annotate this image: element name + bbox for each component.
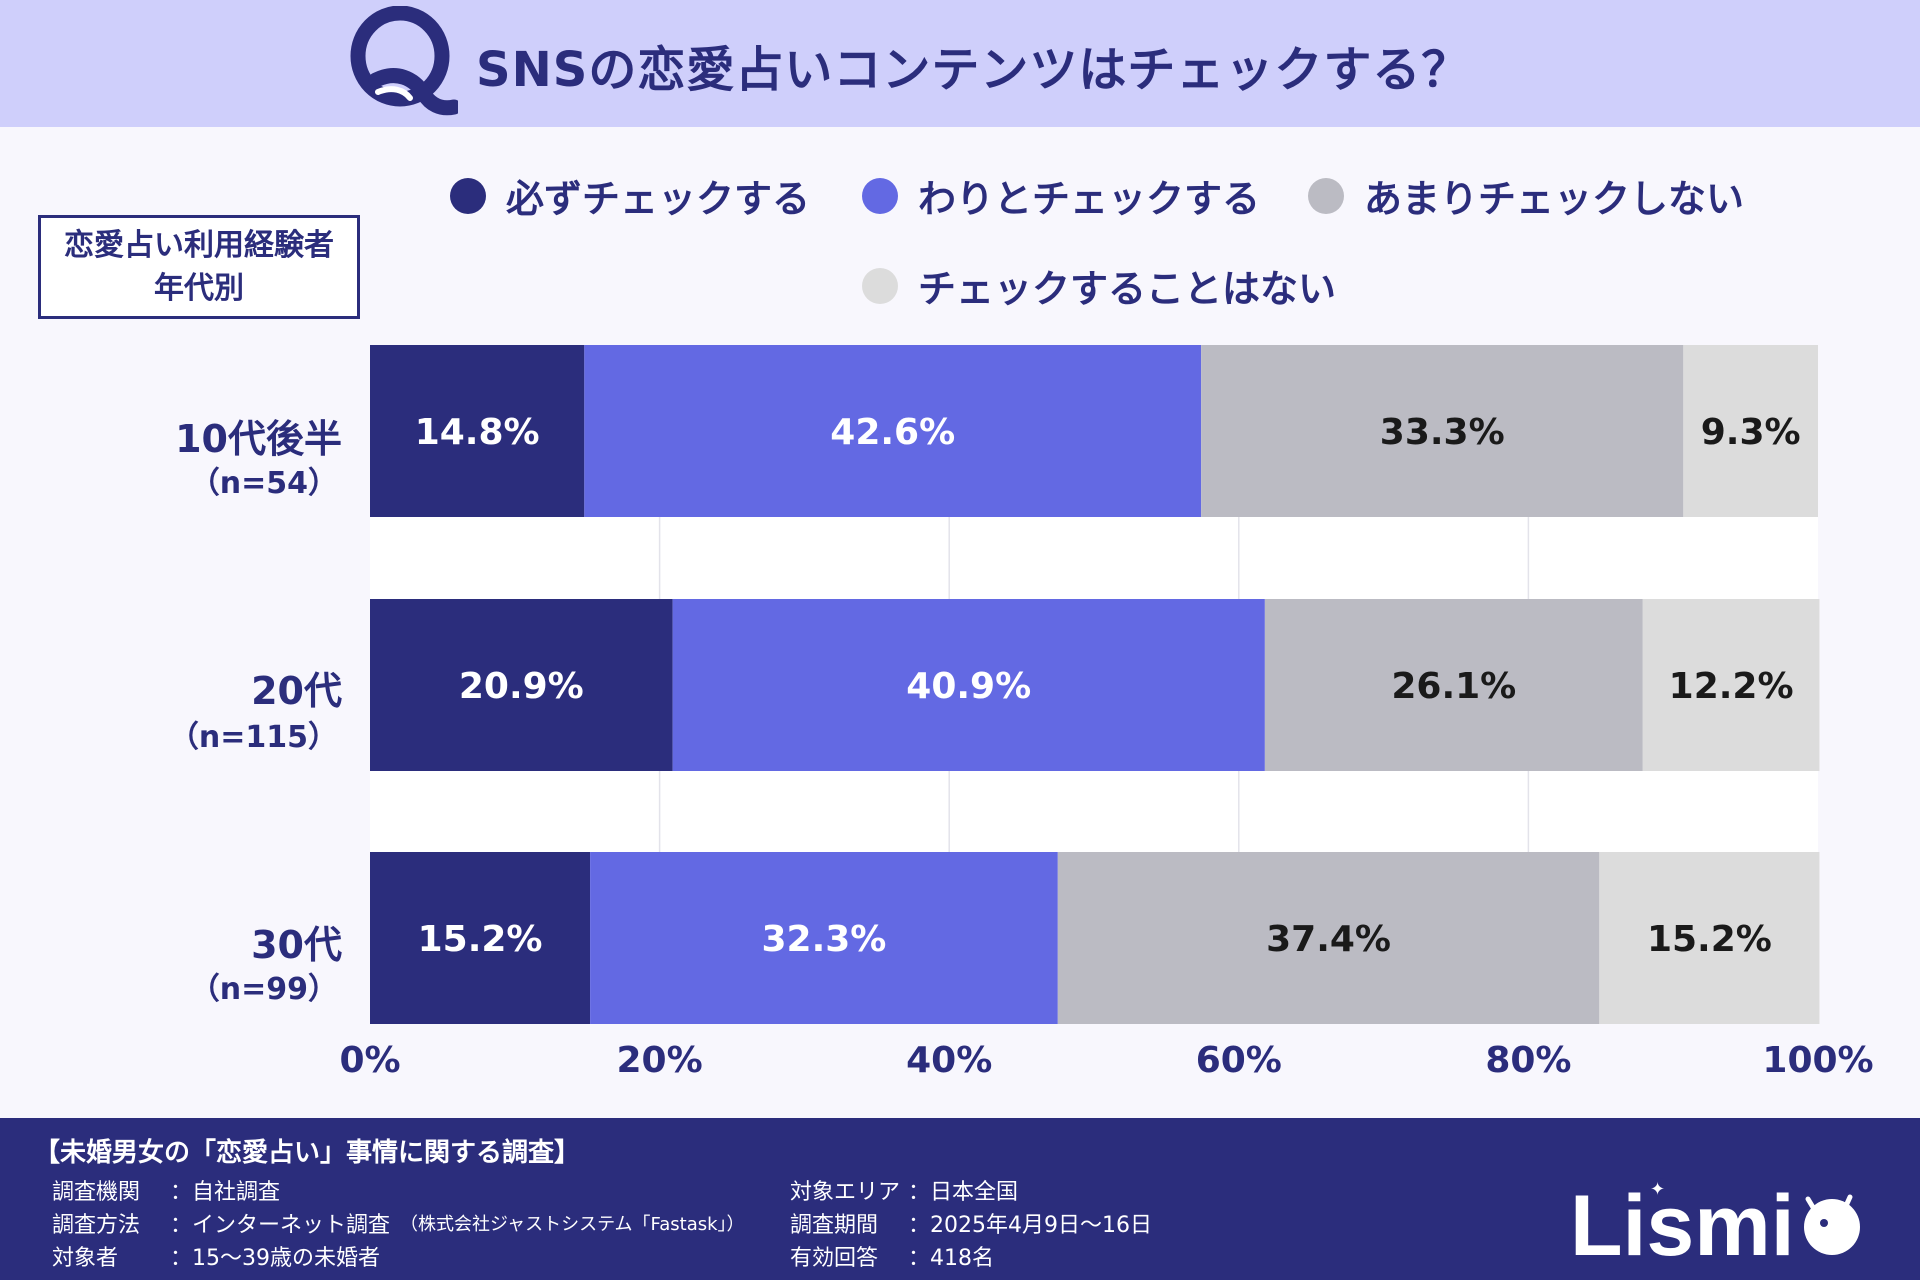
bar-segment — [1683, 345, 1818, 517]
bar-value-label: 42.6% — [830, 412, 955, 453]
survey-title: 【未婚男女の「恋愛占い」事情に関する調査】 — [34, 1138, 581, 1168]
mascot-ears — [1805, 1194, 1853, 1212]
stacked-bar-chart: 0% 20% 40% 60% 80% 100% 14.8% 42.6% 33.3% 9.3% 20.… — [339, 345, 1874, 1081]
legend-item-rarely: あまりチェックしない — [1308, 168, 1744, 223]
lismi-logo: Lismi ✦ — [1570, 1178, 1860, 1273]
bar-segment — [370, 852, 591, 1024]
category-n-20s: （n=115） — [168, 720, 338, 755]
meta-area: 対象エリア ：日本全国 — [790, 1174, 1018, 1206]
legend-label: あまりチェックしない — [1364, 177, 1745, 221]
meta-method: 調査方法 ：インターネット調査 （株式会社ジャストシステム「Fastask」） — [52, 1207, 745, 1239]
category-label-20s: 20代 — [251, 669, 342, 713]
bar-segment — [584, 345, 1202, 517]
bar-segment — [1057, 852, 1600, 1024]
meta-value: ：2025年4月9日〜16日 — [908, 1213, 1152, 1238]
bar-value-label: 37.4% — [1266, 919, 1391, 960]
bar-value-label: 32.3% — [761, 919, 886, 960]
legend-dot-icon — [450, 177, 486, 214]
legend-dot-icon — [862, 267, 898, 304]
bar-segment — [590, 852, 1058, 1024]
group-label-line2: 年代別 — [154, 271, 244, 306]
category-n-30s: （n=99） — [189, 972, 338, 1007]
meta-period: 調査期間 ：2025年4月9日〜16日 — [790, 1207, 1152, 1239]
meta-key: 調査期間 — [790, 1213, 879, 1238]
x-tick-label: 0% — [339, 1040, 400, 1081]
bar-segment — [1599, 852, 1820, 1024]
meta-key: 有効回答 — [790, 1246, 879, 1271]
meta-value: ：日本全国 — [908, 1180, 1019, 1205]
x-tick-label: 80% — [1485, 1040, 1571, 1081]
sparkle-icon: ✦ — [1650, 1179, 1665, 1200]
group-label-line1: 恋愛占い利用経験者 — [64, 227, 334, 263]
legend-label: 必ずチェックする — [506, 177, 811, 221]
meta-value: ：418名 — [908, 1246, 994, 1271]
category-n-teens: （n=54） — [189, 466, 338, 501]
legend-label: チェックすることはない — [918, 267, 1337, 311]
meta-key: 対象エリア — [790, 1180, 901, 1205]
brand-name: Lismi — [1570, 1178, 1795, 1273]
x-tick-label: 60% — [1196, 1040, 1282, 1081]
mascot-eye — [1820, 1219, 1828, 1227]
meta-key: 調査機関 — [52, 1180, 141, 1205]
footer-band: 【未婚男女の「恋愛占い」事情に関する調査】 調査機関 ：自社調査 調査方法 ：イ… — [0, 1118, 1920, 1280]
bar-value-label: 26.1% — [1391, 666, 1516, 707]
meta-key: 調査方法 — [52, 1213, 141, 1238]
meta-target: 対象者 ：15〜39歳の未婚者 — [52, 1240, 380, 1272]
meta-key: 対象者 — [52, 1246, 119, 1271]
group-label-box: 恋愛占い利用経験者 年代別 — [38, 215, 360, 319]
x-tick-label: 40% — [906, 1040, 992, 1081]
legend-item-often: わりとチェックする — [862, 168, 1260, 223]
bar-segment — [370, 599, 673, 771]
bar-value-label: 15.2% — [418, 919, 543, 960]
mascot-icon — [1804, 1199, 1860, 1255]
bar-segment — [672, 599, 1265, 771]
legend-dot-icon — [862, 177, 898, 214]
category-label-teens: 10代後半 — [175, 417, 342, 461]
bar-value-label: 15.2% — [1647, 919, 1772, 960]
question-title: SNSの恋愛占いコンテンツはチェックする？ — [476, 42, 1471, 98]
q-logo-icon — [350, 6, 458, 116]
meta-organization: 調査機関 ：自社調査 — [52, 1174, 280, 1206]
bar-value-label: 20.9% — [459, 666, 584, 707]
meta-value: ：15〜39歳の未婚者 — [170, 1246, 380, 1271]
header-band: SNSの恋愛占いコンテンツはチェックする？ — [0, 0, 1920, 127]
bar-value-label: 40.9% — [906, 666, 1031, 707]
x-tick-label: 20% — [617, 1040, 703, 1081]
bar-segment — [1642, 599, 1820, 771]
legend-label: わりとチェックする — [918, 177, 1261, 221]
bar-segment — [370, 345, 585, 517]
meta-value: ：自社調査 — [170, 1180, 281, 1205]
meta-value: ：インターネット調査 — [170, 1213, 391, 1238]
x-tick-label: 100% — [1762, 1040, 1873, 1081]
bar-value-label: 14.8% — [415, 412, 540, 453]
category-label-30s: 30代 — [251, 923, 342, 967]
legend-item-never: チェックすることはない — [862, 258, 1336, 313]
bar-value-label: 12.2% — [1669, 666, 1794, 707]
meta-responses: 有効回答 ：418名 — [790, 1240, 994, 1272]
legend-dot-icon — [1308, 177, 1344, 214]
meta-note: （株式会社ジャストシステム「Fastask」） — [400, 1214, 745, 1235]
bar-value-label: 33.3% — [1380, 412, 1505, 453]
bar-segment — [1201, 345, 1684, 517]
bar-value-label: 9.3% — [1701, 412, 1801, 453]
bar-segment — [1264, 599, 1643, 771]
legend-item-always: 必ずチェックする — [450, 168, 810, 223]
